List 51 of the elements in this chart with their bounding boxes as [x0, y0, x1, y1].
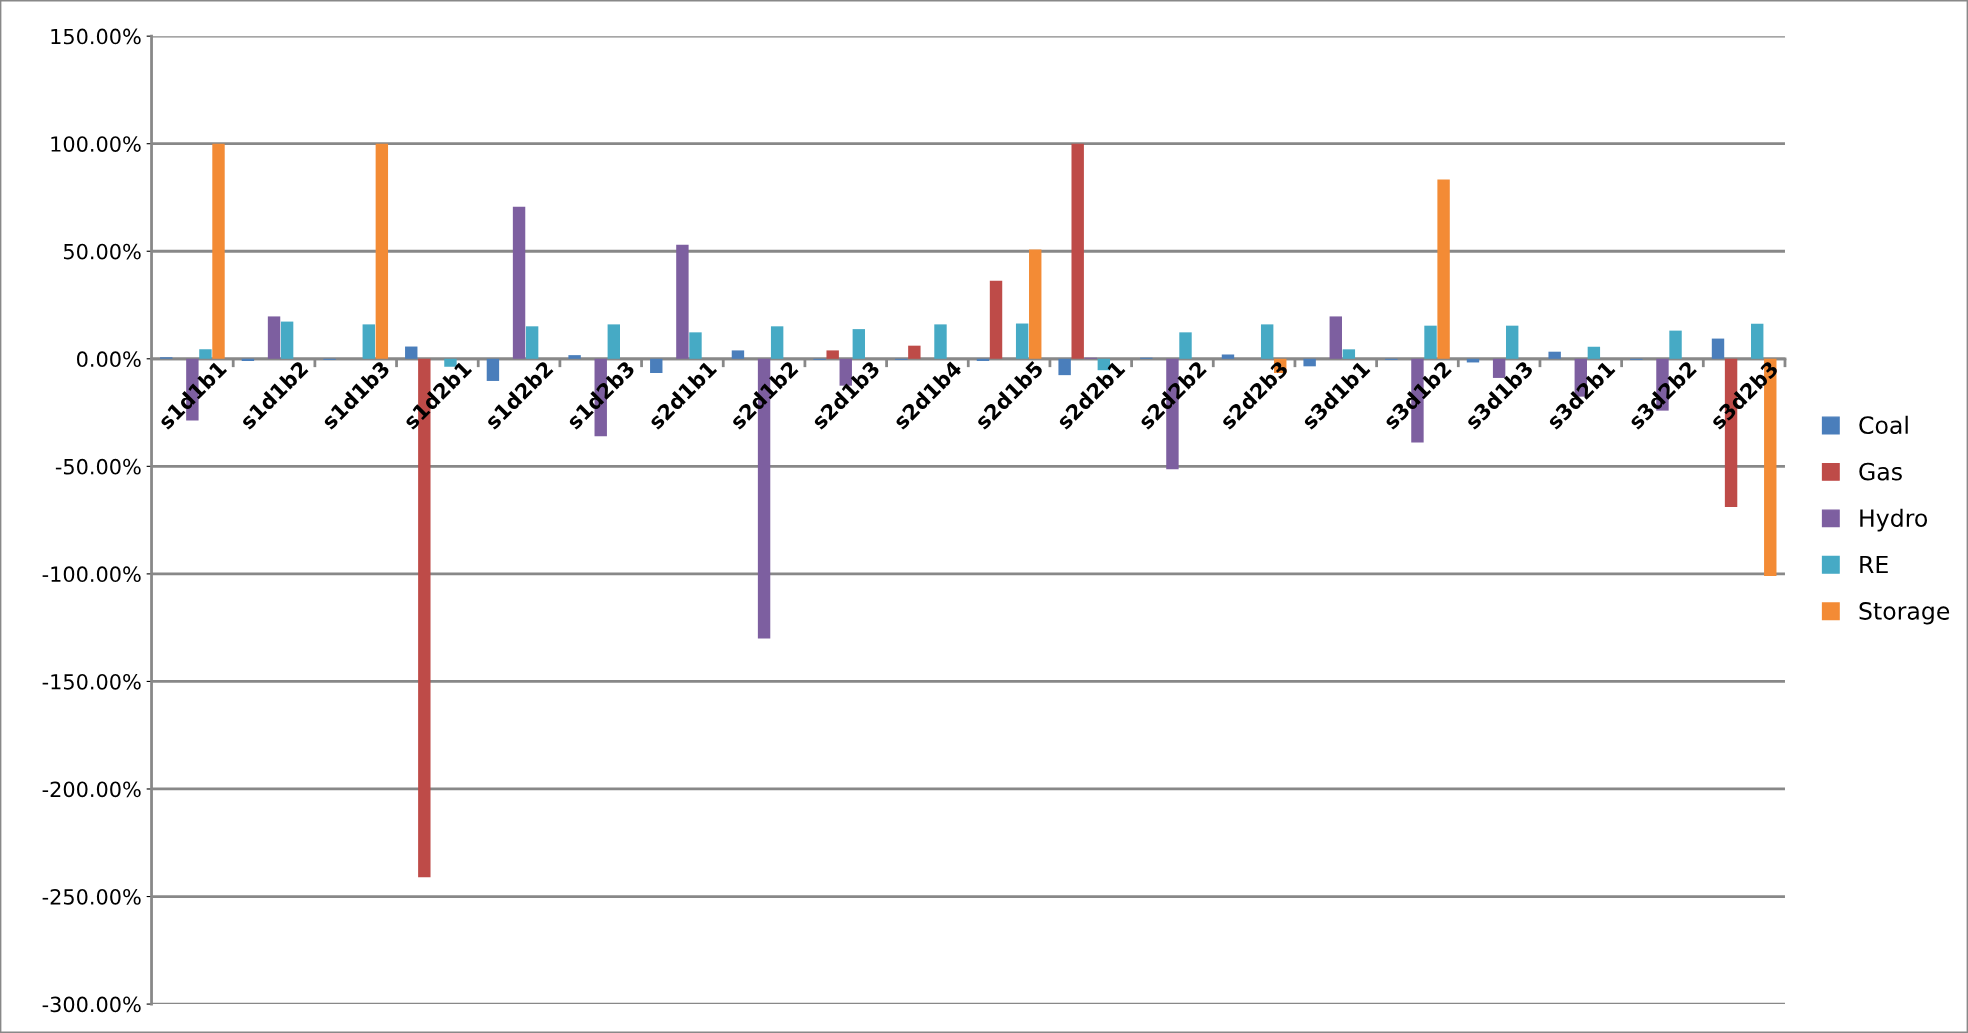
y-tick-label: 0.00%	[77, 351, 141, 368]
bar	[199, 349, 212, 359]
bar	[1424, 325, 1437, 359]
y-tick-label: 150.00%	[51, 28, 141, 45]
legend-label: Gas	[1859, 462, 1902, 481]
bar	[568, 355, 581, 359]
bar	[1587, 346, 1601, 359]
bar	[1751, 323, 1764, 359]
bar	[1342, 349, 1356, 359]
bar	[1669, 330, 1682, 359]
bar	[1071, 143, 1084, 359]
bar	[1329, 316, 1342, 359]
bar	[1179, 332, 1192, 359]
y-tick-label: -150.00%	[42, 673, 141, 690]
bar	[770, 326, 784, 359]
bar	[934, 324, 947, 359]
y-tick-label: 100.00%	[51, 136, 141, 152]
bar	[1260, 324, 1274, 359]
bar	[375, 143, 389, 359]
bar	[512, 206, 526, 359]
bar	[280, 321, 294, 359]
bar	[989, 280, 1003, 359]
legend-label: Coal	[1859, 415, 1908, 435]
bar	[1505, 325, 1519, 359]
y-tick-label: -100.00%	[42, 566, 141, 583]
bar	[1548, 351, 1561, 359]
bar	[852, 329, 866, 359]
bar	[525, 326, 539, 359]
bar	[1029, 249, 1042, 359]
legend-label: Storage	[1859, 602, 1950, 625]
bar	[908, 345, 921, 359]
bar	[1711, 338, 1725, 359]
legend-label: RE	[1860, 555, 1888, 574]
legend-label: Hydro	[1860, 508, 1928, 532]
bar	[607, 324, 621, 359]
bar	[731, 350, 745, 359]
y-tick-label: -50.00%	[55, 458, 141, 475]
y-tick-label: -300.00%	[42, 996, 141, 1013]
bar	[1015, 323, 1029, 359]
bar	[405, 346, 418, 359]
bar	[689, 332, 702, 359]
y-tick-label: 50.00%	[63, 243, 141, 260]
bar	[362, 324, 375, 359]
bar	[267, 316, 281, 359]
bar	[212, 143, 225, 359]
y-tick-label: -250.00%	[42, 888, 141, 905]
y-tick-label: -200.00%	[42, 781, 141, 798]
bar	[826, 350, 839, 359]
bar	[1437, 179, 1450, 359]
bar	[1221, 354, 1235, 359]
bar	[676, 244, 689, 359]
